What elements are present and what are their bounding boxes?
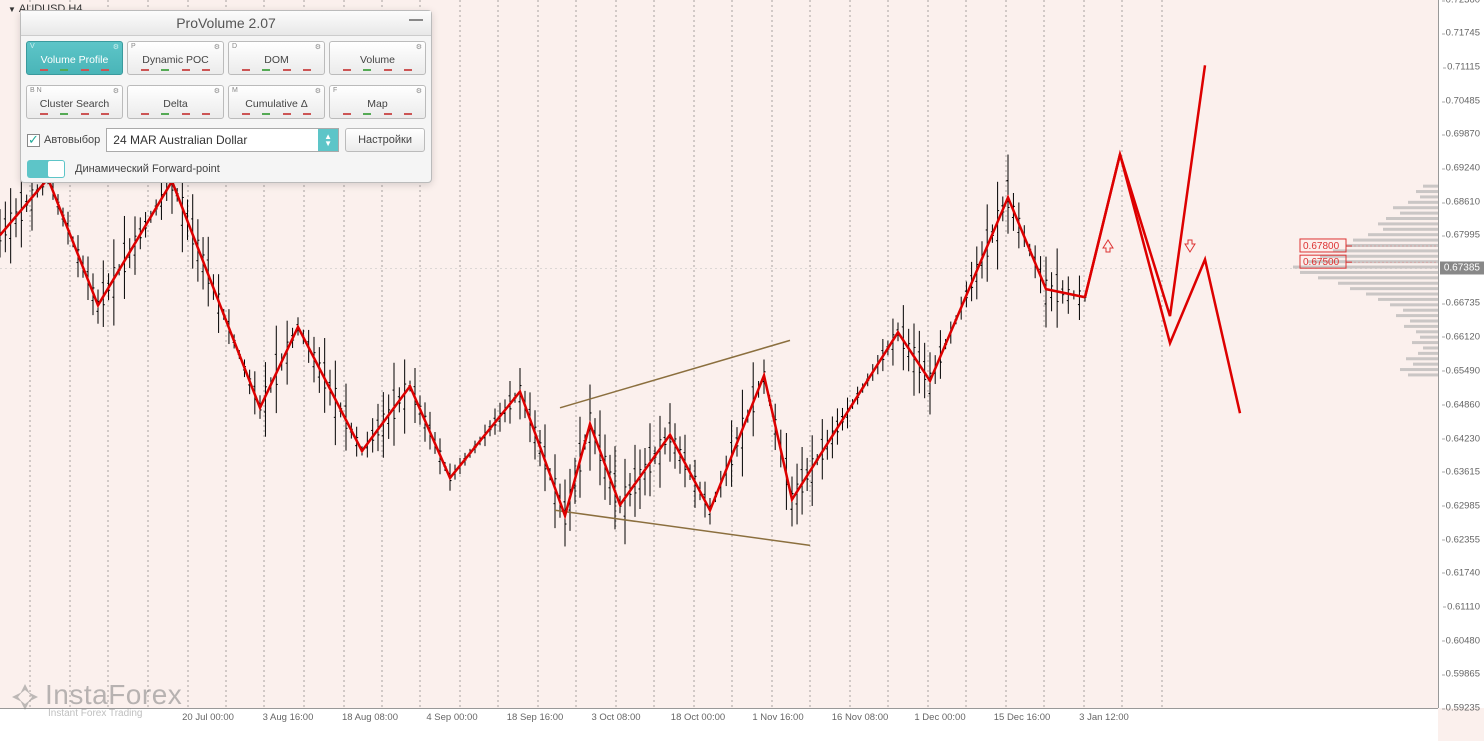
x-tick: 3 Oct 08:00 [591,712,640,723]
instrument-value: 24 MAR Australian Dollar [113,133,247,147]
tab-volume-profile[interactable]: V⚙Volume Profile [26,41,123,75]
panel-forward-row: Динамический Forward-point [21,156,431,182]
x-tick: 16 Nov 08:00 [832,712,889,723]
checkbox-icon [27,134,40,147]
x-tick: 20 Jul 00:00 [182,712,234,723]
panel-tabs-bottom: B N⚙Cluster Search⚙DeltaM⚙Cumulative ΔF⚙… [21,80,431,124]
tab-cluster-search[interactable]: B N⚙Cluster Search [26,85,123,119]
y-axis: 0.72360 0.71745 0.71115 0.70485 0.69870 0.692… [1438,0,1484,708]
x-tick: 3 Aug 16:00 [263,712,314,723]
svg-text:0.67800: 0.67800 [1303,241,1340,252]
forward-point-toggle[interactable] [27,160,65,178]
y-tick: 0.69870 [1446,129,1480,140]
instaforex-logo: InstaForex Instant Forex Trading [10,679,182,719]
tab-map[interactable]: F⚙Map [329,85,426,119]
y-tick: 0.71745 [1446,28,1480,39]
panel-title[interactable]: ProVolume 2.07 [21,11,431,36]
y-tick: 0.69240 [1446,163,1480,174]
y-tick: 0.59865 [1446,669,1480,680]
y-tick: 0.62355 [1446,534,1480,545]
y-tick: 0.63615 [1446,466,1480,477]
minimize-icon[interactable] [409,19,423,21]
y-tick: 0.61740 [1446,567,1480,578]
logo-icon [10,682,40,712]
auto-select-checkbox[interactable]: Автовыбор [27,134,100,147]
y-tick: 0.65490 [1446,365,1480,376]
y-tick: 0.64230 [1446,433,1480,444]
y-tick: 0.60480 [1446,635,1480,646]
y-tick: 0.70485 [1446,96,1480,107]
tab-delta[interactable]: ⚙Delta [127,85,224,119]
select-arrows-icon: ▲▼ [318,129,338,151]
panel-instrument-row: Автовыбор 24 MAR Australian Dollar ▲▼ На… [21,124,431,156]
y-tick: 0.71115 [1447,62,1480,73]
provolume-panel[interactable]: ProVolume 2.07 V⚙Volume ProfileP⚙Dynamic… [20,10,432,183]
x-tick: 4 Sep 00:00 [426,712,477,723]
tab-dynamic-poc[interactable]: P⚙Dynamic POC [127,41,224,75]
x-tick: 1 Dec 00:00 [914,712,965,723]
y-tick: 0.66735 [1446,298,1480,309]
y-tick: 0.62985 [1446,500,1480,511]
y-tick: 0.68610 [1446,197,1480,208]
logo-text: InstaForex [45,679,182,710]
x-axis: 20 Jul 00:00 3 Aug 16:00 18 Aug 08:00 4 Sep… [0,708,1438,741]
x-tick: 18 Aug 08:00 [342,712,398,723]
settings-button[interactable]: Настройки [345,128,425,152]
tab-dom[interactable]: D⚙DOM [228,41,325,75]
tab-cumulative-δ[interactable]: M⚙Cumulative Δ [228,85,325,119]
y-tick: 0.66120 [1446,331,1480,342]
y-tick: 0.59235 [1446,703,1480,714]
y-tick: 0.72360 [1446,0,1480,6]
auto-select-label: Автовыбор [44,134,100,146]
x-tick: 18 Oct 00:00 [671,712,725,723]
current-price-label: 0.67385 [1440,262,1484,275]
x-tick: 18 Sep 16:00 [507,712,564,723]
panel-title-text: ProVolume 2.07 [176,15,276,31]
forward-point-label: Динамический Forward-point [75,163,220,175]
svg-text:0.67500: 0.67500 [1303,257,1340,268]
panel-tabs-top: V⚙Volume ProfileP⚙Dynamic POCD⚙DOM⚙Volum… [21,36,431,80]
instrument-select[interactable]: 24 MAR Australian Dollar ▲▼ [106,128,339,152]
tab-volume[interactable]: ⚙Volume [329,41,426,75]
y-tick: 0.64860 [1446,399,1480,410]
x-tick: 3 Jan 12:00 [1079,712,1129,723]
x-tick: 15 Dec 16:00 [994,712,1051,723]
y-tick: 0.67995 [1446,230,1480,241]
y-tick: 0.61110 [1447,601,1480,612]
chart-container: AUDUSD,H4 0.678000.67500 0.723600.717450… [0,0,1484,741]
x-tick: 1 Nov 16:00 [752,712,803,723]
